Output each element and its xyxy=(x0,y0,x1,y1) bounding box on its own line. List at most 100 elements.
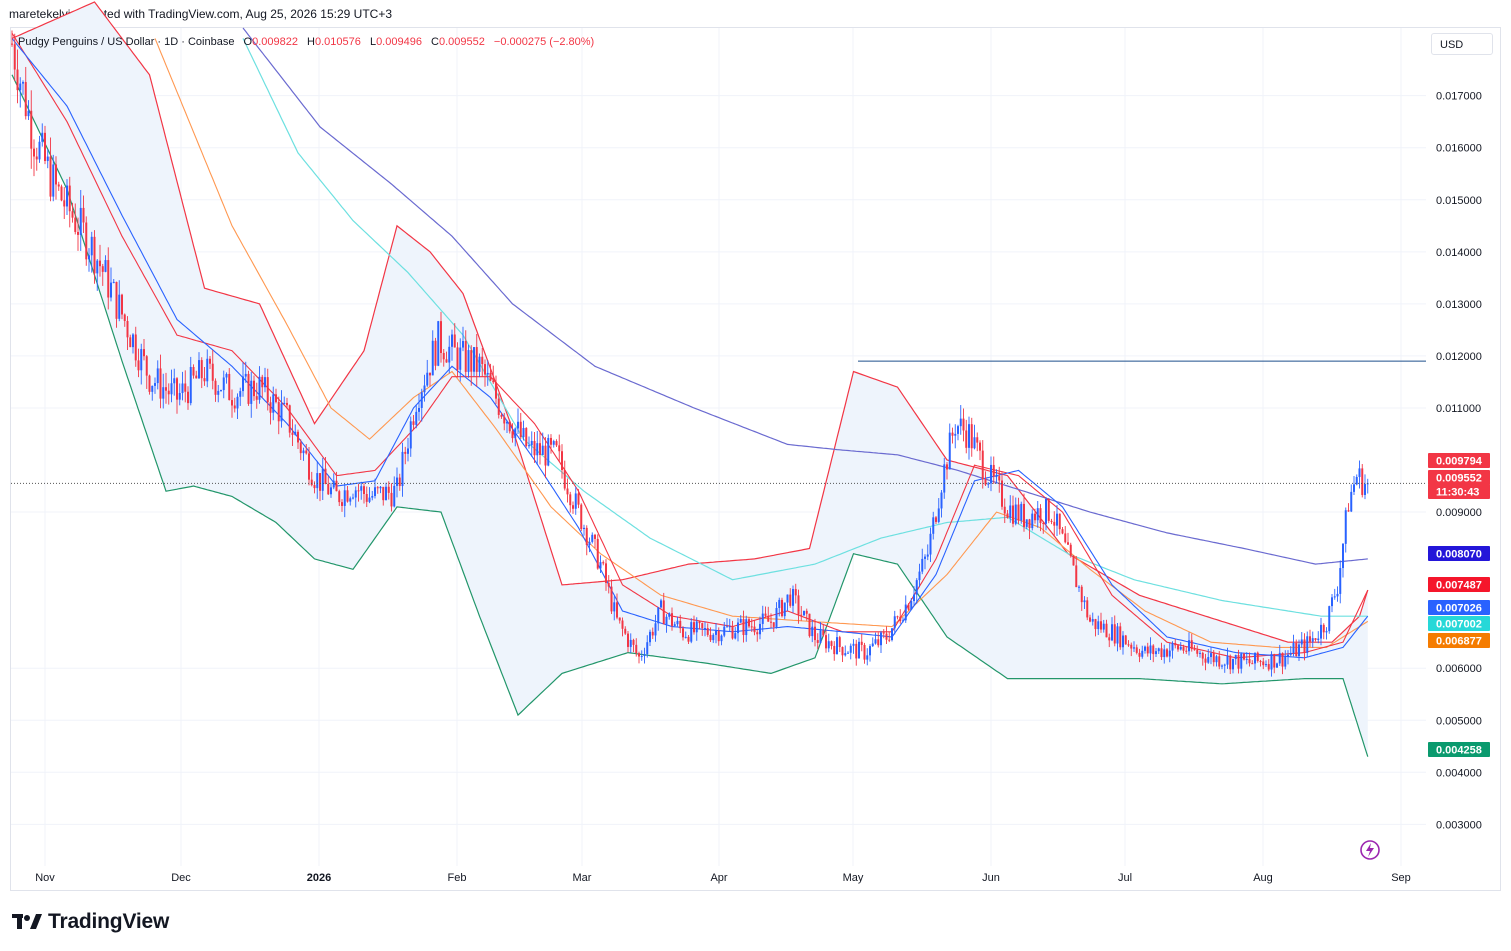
candle xyxy=(1193,645,1196,651)
candle xyxy=(264,367,266,393)
candle xyxy=(1025,519,1028,530)
candle xyxy=(52,154,55,202)
candle xyxy=(1155,647,1157,658)
candle xyxy=(206,349,209,388)
candle xyxy=(552,439,555,448)
candle xyxy=(319,473,321,502)
candle xyxy=(1298,639,1300,661)
candle xyxy=(459,338,462,382)
candle xyxy=(915,578,918,604)
candle xyxy=(970,417,973,457)
price-badges: 0.009794 0.009552 11:30:43 0.008070 0.007487… xyxy=(1428,453,1490,757)
candle xyxy=(728,618,731,632)
candle xyxy=(1259,659,1262,667)
price-badge-label: 0.007002 xyxy=(1436,619,1482,631)
candle xyxy=(514,427,517,447)
candle xyxy=(19,77,22,108)
candle xyxy=(462,326,464,352)
bollinger-lower-line xyxy=(11,74,1369,757)
candle xyxy=(489,363,492,382)
candle xyxy=(1289,646,1292,657)
candle xyxy=(731,620,734,640)
candle xyxy=(286,397,288,409)
candle xyxy=(819,622,822,644)
price-badge-label: 11:30:43 xyxy=(1436,487,1479,499)
candle xyxy=(1003,498,1006,524)
candle xyxy=(640,650,643,661)
candle xyxy=(343,483,346,518)
candle xyxy=(360,481,363,500)
candle xyxy=(1267,659,1270,672)
candle xyxy=(250,371,253,418)
candle xyxy=(365,486,368,508)
candle xyxy=(992,456,995,484)
candle xyxy=(390,483,393,512)
y-tick-label: 0.012000 xyxy=(1436,351,1482,363)
price-badge-label: 0.009552 xyxy=(1436,473,1482,485)
tradingview-logo[interactable]: TradingView xyxy=(12,909,169,935)
y-tick-label: 0.011000 xyxy=(1436,403,1481,415)
y-tick-label: 0.006000 xyxy=(1436,663,1482,675)
y-tick-label: 0.013000 xyxy=(1436,299,1482,311)
candle xyxy=(236,393,239,419)
candle xyxy=(561,444,563,479)
candle xyxy=(1284,650,1287,670)
candle xyxy=(308,446,310,486)
candle xyxy=(382,486,385,506)
low-value: 0.009496 xyxy=(376,36,422,48)
candle xyxy=(1020,501,1023,524)
price-badge-label: 0.009794 xyxy=(1436,456,1483,468)
candle xyxy=(673,621,676,627)
price-badge-label: 0.006877 xyxy=(1436,636,1482,648)
candle xyxy=(1097,615,1100,635)
candle xyxy=(27,100,30,120)
candle xyxy=(1091,612,1094,626)
candle xyxy=(772,622,775,633)
candle xyxy=(789,588,792,608)
x-tick-label: Aug xyxy=(1253,872,1273,884)
candle xyxy=(1234,654,1237,665)
candle xyxy=(222,370,225,399)
candle xyxy=(687,635,690,644)
candle xyxy=(1108,633,1111,648)
candle xyxy=(420,388,423,422)
candle xyxy=(841,646,844,662)
y-axis-ticks: 0.017000 0.016000 0.015000 0.014000 0.013000… xyxy=(1436,91,1482,832)
candle xyxy=(698,620,701,630)
candle xyxy=(1122,631,1124,655)
candle xyxy=(929,527,932,562)
candle xyxy=(1311,631,1314,648)
lightning-icon[interactable] xyxy=(1359,839,1381,861)
candle xyxy=(1254,652,1256,670)
candle xyxy=(871,637,874,648)
candle xyxy=(715,623,717,644)
candle xyxy=(1262,657,1265,670)
candle xyxy=(503,412,506,431)
candle xyxy=(1067,532,1069,545)
candle xyxy=(948,423,951,470)
candle xyxy=(1047,498,1050,524)
candle xyxy=(693,615,695,635)
chart-frame[interactable] xyxy=(10,27,1501,891)
candle xyxy=(825,630,827,653)
candle xyxy=(775,602,778,629)
candle xyxy=(239,387,242,406)
candle xyxy=(1113,615,1116,647)
candle xyxy=(847,651,849,654)
y-tick-label: 0.003000 xyxy=(1436,819,1482,831)
candle xyxy=(1152,644,1155,663)
candle xyxy=(162,373,165,409)
candle xyxy=(266,368,269,411)
candle xyxy=(132,333,134,354)
candle xyxy=(46,149,49,169)
candle xyxy=(63,187,66,219)
x-tick-label: Jun xyxy=(982,872,1000,884)
candle xyxy=(599,555,602,573)
currency-selector[interactable]: USD xyxy=(1431,33,1493,55)
candle xyxy=(74,203,77,235)
candle xyxy=(577,489,580,509)
price-badge: 11:30:43 xyxy=(1428,484,1490,499)
candle xyxy=(1094,618,1097,637)
candle xyxy=(57,181,60,191)
